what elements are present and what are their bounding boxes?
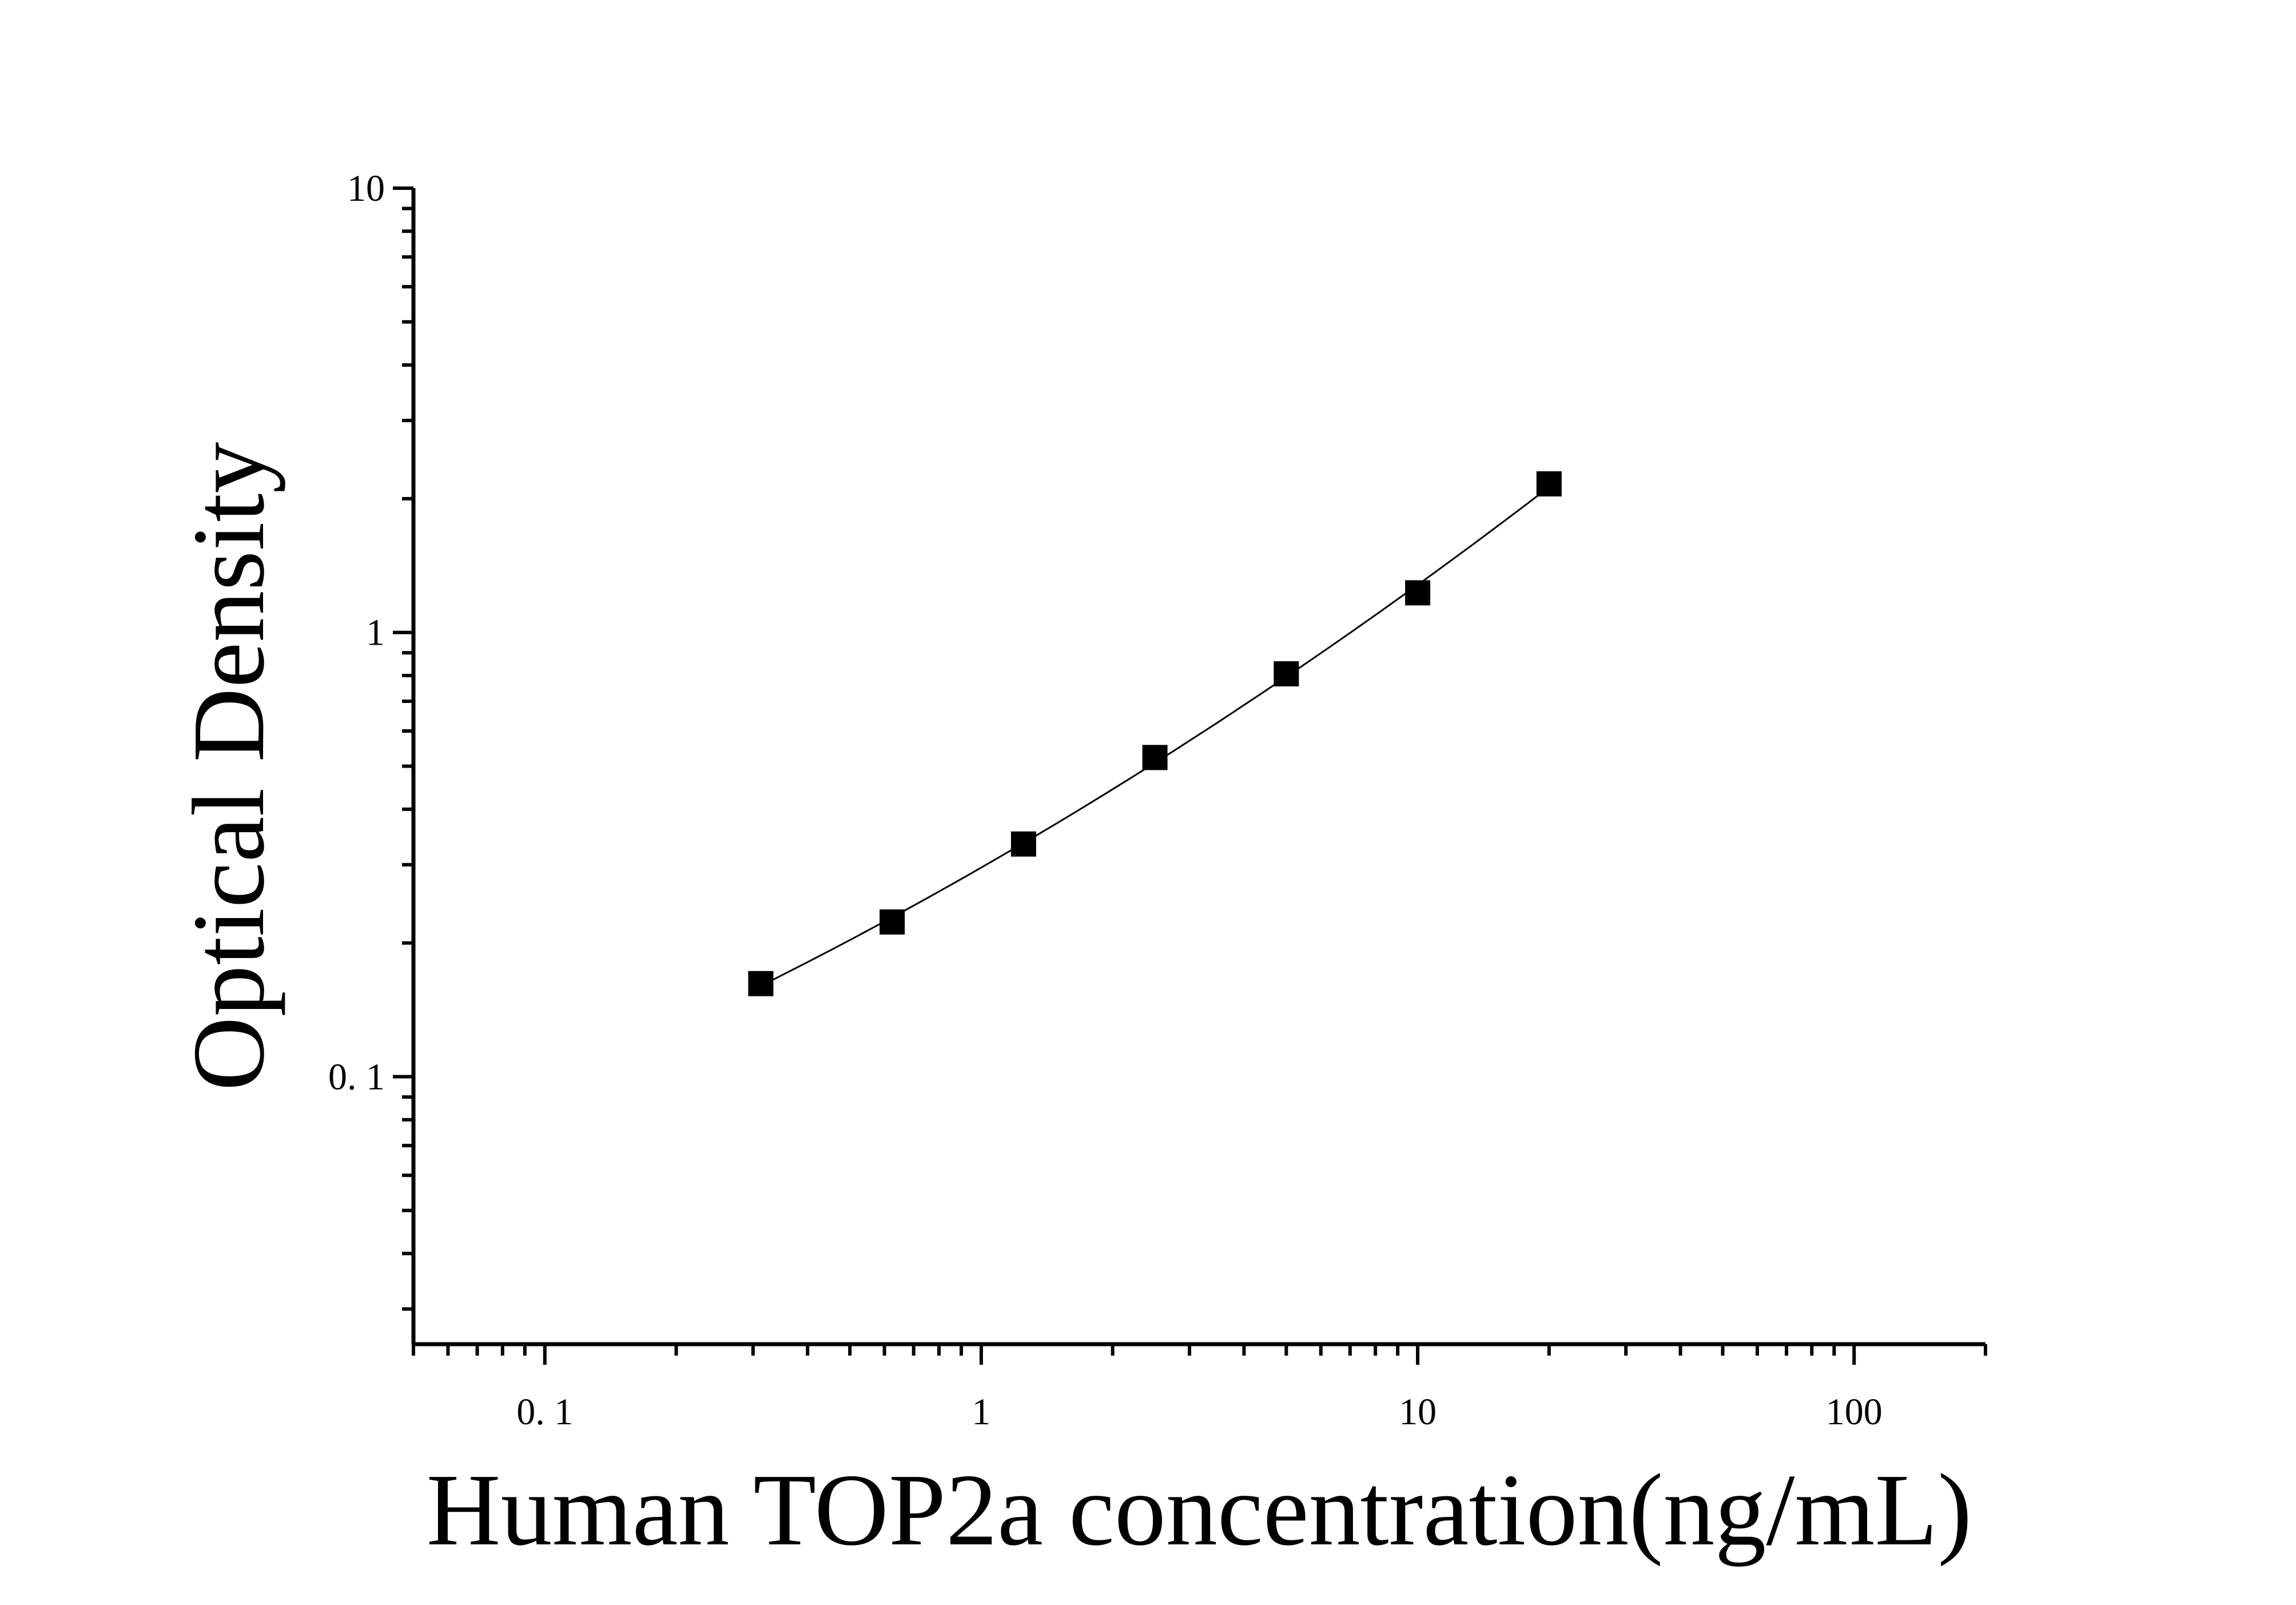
data-point: [1274, 661, 1299, 687]
data-point: [748, 971, 774, 996]
y-axis-title: Optical Density: [172, 442, 285, 1091]
fit-curve-group: [760, 486, 1550, 987]
axes: [411, 188, 1985, 1346]
data-point: [1536, 471, 1562, 496]
data-points: [748, 471, 1562, 996]
y-tick-label: 0. 1: [328, 1056, 385, 1098]
y-tick-label: 10: [347, 168, 385, 209]
data-point: [1010, 831, 1036, 857]
data-point: [1142, 745, 1168, 770]
data-point: [880, 909, 905, 935]
ticks: 0. 1 1 10 100 0. 1 1 10: [328, 168, 1987, 1433]
x-axis-title: Human TOP2a concentration(ng/mL): [427, 1453, 1972, 1567]
fit-curve: [760, 486, 1550, 987]
x-tick-label: 0. 1: [516, 1391, 573, 1433]
x-tick-label: 1: [972, 1391, 990, 1433]
y-tick-label: 1: [366, 612, 385, 654]
x-tick-label: 100: [1826, 1391, 1883, 1433]
x-tick-label: 10: [1399, 1391, 1437, 1433]
data-point: [1405, 580, 1431, 606]
